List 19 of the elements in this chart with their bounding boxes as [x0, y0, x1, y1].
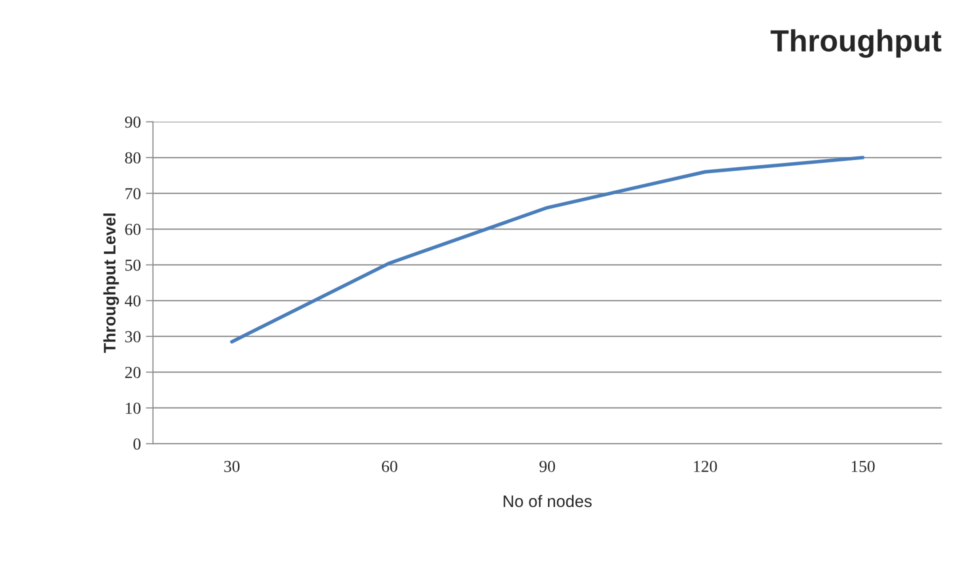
line-series: [230, 156, 865, 344]
x-tick-label: 150: [852, 460, 875, 472]
chart-title: Throughput: [770, 29, 942, 58]
x-tick-label: 60: [382, 460, 398, 472]
y-tick-label: 60: [125, 224, 141, 236]
y-tick-label: 50: [125, 260, 141, 271]
x-tick-label: 120: [694, 460, 717, 472]
y-tick-label: 70: [126, 188, 141, 200]
x-tick-label: 90: [540, 460, 556, 472]
x-axis-title: No of nodes: [504, 494, 592, 508]
x-tick-label: 30: [224, 460, 240, 472]
y-tick-label: 10: [126, 402, 141, 414]
y-tick-label: 30: [125, 331, 141, 342]
y-tick-label: 20: [125, 366, 141, 378]
y-axis-title: Throughput Level: [103, 214, 119, 353]
y-tick-label: 80: [125, 152, 141, 164]
y-tick-label: 40: [124, 295, 141, 307]
y-tick-label: 0: [133, 438, 141, 450]
y-tick-label: 90: [125, 116, 141, 128]
